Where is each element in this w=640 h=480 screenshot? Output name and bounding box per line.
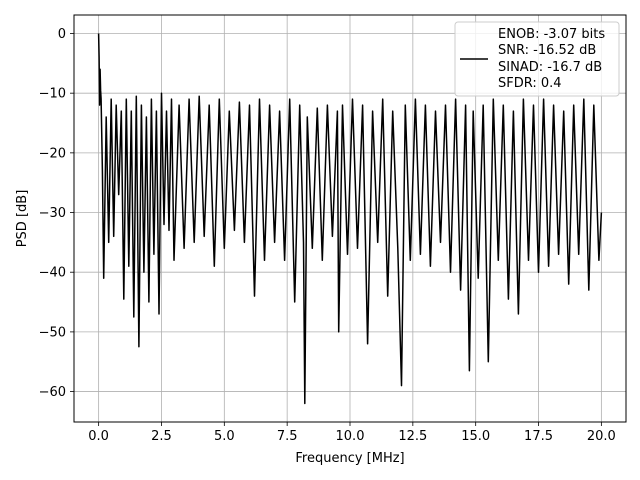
legend-box	[454, 21, 620, 97]
legend-snr: SNR: -16.52 dB	[498, 43, 596, 58]
y-tick-label: −40	[39, 266, 66, 281]
y-tick-label: −20	[39, 146, 66, 161]
psd-series-line	[97, 33, 603, 405]
legend-enob: ENOB: -3.07 bits	[498, 27, 605, 42]
x-tick-label: 5.0	[214, 429, 235, 444]
x-tick-label: 10.0	[336, 429, 365, 444]
y-tick-label: −60	[39, 385, 66, 400]
y-tick-label: −50	[39, 325, 66, 340]
series-layer	[97, 33, 603, 405]
y-tick-label: 0	[58, 27, 66, 42]
x-tick-label: 20.0	[587, 429, 616, 444]
y-axis-ticks: 0 −10 −20 −30 −40 −50 −60	[39, 27, 74, 400]
x-axis-label: Frequency [MHz]	[295, 451, 404, 466]
x-tick-label: 2.5	[151, 429, 172, 444]
legend-sfdr: SFDR: 0.4	[498, 76, 562, 91]
x-tick-label: 7.5	[277, 429, 298, 444]
y-axis-label: PSD [dB]	[15, 190, 30, 248]
x-axis-ticks: 0.0 2.5 5.0 7.5 10.0 12.5 15.0 17.5 20.0	[88, 422, 616, 444]
x-tick-label: 15.0	[461, 429, 490, 444]
x-tick-label: 12.5	[398, 429, 427, 444]
legend-sinad: SINAD: -16.7 dB	[498, 60, 602, 75]
y-tick-label: −30	[39, 206, 66, 221]
y-tick-label: −10	[39, 87, 66, 102]
x-tick-label: 17.5	[524, 429, 553, 444]
legend: ENOB: -3.07 bits SNR: -16.52 dB SINAD: -…	[454, 21, 620, 97]
x-tick-label: 0.0	[88, 429, 109, 444]
